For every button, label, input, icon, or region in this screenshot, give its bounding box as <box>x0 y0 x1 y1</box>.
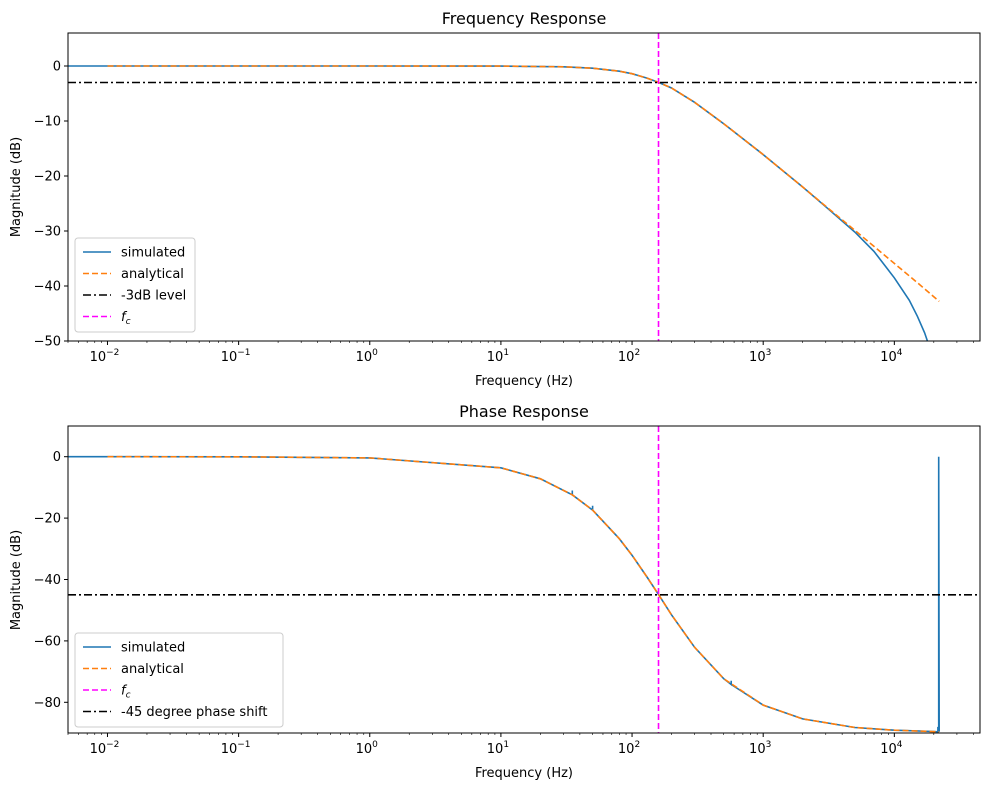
x-tick-label-exp: −1 <box>237 740 250 750</box>
y-tick-label: −20 <box>34 170 61 185</box>
x-tick-label: 103 <box>749 348 771 365</box>
x-tick-label-exp: 1 <box>503 348 509 358</box>
legend-label: fc <box>121 684 131 701</box>
y-axis-label: Magnitude (dB) <box>9 137 24 237</box>
chart-title: Phase Response <box>459 402 589 421</box>
legend: simulated analytical fc -45 degree phase sh… <box>74 632 284 728</box>
y-tick-label: −10 <box>34 115 61 130</box>
y-tick-label: −20 <box>34 512 61 527</box>
frequency-response-panel: Frequency Response Frequency (Hz) Magnit… <box>9 9 981 389</box>
x-tick-label-base: 10 <box>880 350 897 365</box>
x-tick-label: 102 <box>618 348 640 365</box>
legend-label: simulated <box>121 246 185 261</box>
y-tick-label: 0 <box>53 60 61 75</box>
x-tick-label: 104 <box>880 740 903 757</box>
x-tick-label-exp: 1 <box>503 740 509 750</box>
axes-frame <box>67 32 981 342</box>
x-tick-label-base: 10 <box>618 350 635 365</box>
x-tick-label-base: 10 <box>221 350 238 365</box>
legend-box <box>74 237 196 333</box>
legend: simulated analytical -3dB level fc <box>74 237 196 333</box>
x-tick-label: 101 <box>487 740 509 757</box>
x-tick-label-exp: 0 <box>372 740 378 750</box>
y-tick-label: −50 <box>34 335 61 350</box>
series-line-1 <box>107 65 940 303</box>
x-tick-label: 100 <box>356 740 379 757</box>
plot-area <box>68 426 980 733</box>
x-tick-label-exp: 0 <box>372 348 378 358</box>
x-tick-label-base: 10 <box>618 742 635 757</box>
legend-label-main: f <box>121 310 128 325</box>
x-tick-label: 101 <box>487 348 509 365</box>
x-tick-label: 10−1 <box>221 740 251 757</box>
x-tick-label-base: 10 <box>749 742 766 757</box>
x-tick-label: 10−2 <box>90 740 120 757</box>
x-tick-label-base: 10 <box>221 742 238 757</box>
x-tick-label: 103 <box>749 740 771 757</box>
legend-label: analytical <box>121 662 184 677</box>
x-tick-label: 100 <box>356 348 379 365</box>
x-tick-label-exp: 4 <box>897 348 903 358</box>
x-tick-label-exp: −2 <box>106 348 119 358</box>
x-tick-label-exp: 2 <box>634 740 640 750</box>
y-tick-label: −40 <box>34 573 61 588</box>
legend-label: -3dB level <box>121 289 186 304</box>
x-tick-label-exp: 2 <box>634 348 640 358</box>
x-tick-label-base: 10 <box>880 742 897 757</box>
x-axis-label: Frequency (Hz) <box>475 766 573 781</box>
y-tick-label: 0 <box>53 450 61 465</box>
legend-label-main: f <box>121 684 128 699</box>
x-tick-label-base: 10 <box>356 350 373 365</box>
legend-label-sub: c <box>126 691 131 701</box>
x-tick-label-exp: 4 <box>897 740 903 750</box>
legend-box <box>74 632 284 728</box>
legend-label: fc <box>121 310 131 327</box>
x-axis-label: Frequency (Hz) <box>475 374 573 389</box>
x-tick-label: 10−2 <box>90 348 120 365</box>
x-tick-label-exp: −1 <box>237 348 250 358</box>
phase-response-panel: Phase Response Frequency (Hz) Magnitude … <box>9 402 981 781</box>
x-tick-label-base: 10 <box>356 742 373 757</box>
y-tick-label: −40 <box>34 280 61 295</box>
x-tick-label-base: 10 <box>90 742 107 757</box>
x-tick-label-exp: 3 <box>766 740 772 750</box>
x-tick-label-exp: 3 <box>766 348 772 358</box>
x-tick-label-base: 10 <box>487 742 504 757</box>
legend-label: simulated <box>121 641 185 656</box>
legend-label: analytical <box>121 267 184 282</box>
y-tick-label: −30 <box>34 225 61 240</box>
x-tick-label: 104 <box>880 348 903 365</box>
x-tick-label-base: 10 <box>90 350 107 365</box>
chart-title: Frequency Response <box>442 9 607 28</box>
y-axis-label: Magnitude (dB) <box>9 530 24 630</box>
legend-label-sub: c <box>126 317 131 327</box>
x-tick-label-base: 10 <box>487 350 504 365</box>
x-tick-label: 102 <box>618 740 640 757</box>
x-tick-label: 10−1 <box>221 348 251 365</box>
x-tick-label-base: 10 <box>749 350 766 365</box>
series-line-0 <box>68 65 929 341</box>
y-tick-label: −80 <box>34 696 61 711</box>
x-tick-label-exp: −2 <box>106 740 119 750</box>
legend-label: -45 degree phase shift <box>121 705 268 720</box>
y-tick-label: −60 <box>34 634 61 649</box>
plot-area <box>68 33 980 341</box>
